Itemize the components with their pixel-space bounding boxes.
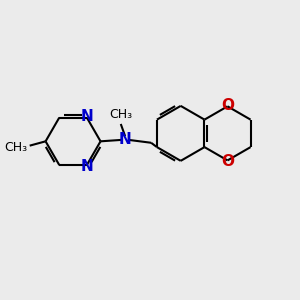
Text: CH₃: CH₃: [4, 141, 27, 154]
Text: N: N: [80, 159, 93, 174]
Text: N: N: [119, 132, 131, 147]
Text: N: N: [80, 109, 93, 124]
Text: O: O: [221, 98, 234, 113]
Text: CH₃: CH₃: [109, 107, 132, 121]
Text: O: O: [221, 154, 234, 169]
